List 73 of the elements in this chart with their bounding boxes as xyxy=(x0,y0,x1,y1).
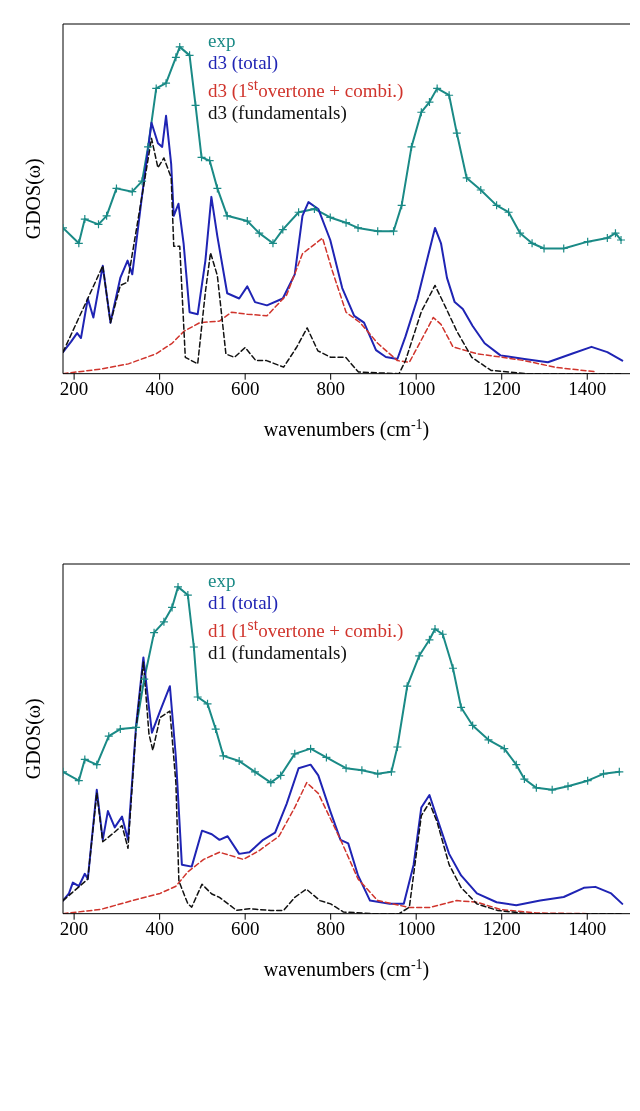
point xyxy=(616,235,626,245)
point xyxy=(175,42,185,52)
point xyxy=(189,642,199,652)
text: d3 (total) xyxy=(208,52,280,74)
text: d1 (fundamentals) xyxy=(208,642,348,665)
point xyxy=(183,590,193,600)
point xyxy=(519,774,529,784)
point xyxy=(159,617,169,627)
point xyxy=(254,228,264,238)
point xyxy=(143,142,153,152)
point xyxy=(211,724,221,734)
point xyxy=(462,173,472,183)
point xyxy=(242,216,252,226)
x-tick-label: 200 xyxy=(59,918,89,940)
y-axis-title: GDOS(ω) xyxy=(22,698,45,780)
point xyxy=(444,90,454,100)
point xyxy=(167,602,177,613)
point xyxy=(137,176,147,186)
point xyxy=(341,218,351,228)
point xyxy=(602,233,612,243)
x-tick-label: 1000 xyxy=(397,918,436,940)
x-tick-label: 200 xyxy=(59,378,89,400)
x-tick-label: 400 xyxy=(145,918,174,940)
point xyxy=(430,624,440,634)
x-tick-label: 600 xyxy=(230,378,260,400)
x-tick-label: 800 xyxy=(316,918,345,940)
text: d1 (1$^{st}$overtone + combi.) xyxy=(208,615,404,643)
x-axis-title: wavenumbers (cm$^{-1}$) xyxy=(263,416,430,441)
point xyxy=(527,238,537,248)
point xyxy=(115,724,125,734)
point xyxy=(149,628,159,638)
x-tick-label: 600 xyxy=(230,918,260,940)
point xyxy=(610,228,621,238)
point xyxy=(392,742,402,752)
x-tick-label: 1400 xyxy=(568,918,607,940)
point xyxy=(452,128,462,138)
x-tick-label: 1400 xyxy=(568,378,607,400)
point xyxy=(353,223,363,233)
x-tick-label: 1200 xyxy=(482,378,521,400)
point xyxy=(531,783,541,793)
point xyxy=(406,142,417,152)
point xyxy=(515,228,525,238)
x-tick-label: 1000 xyxy=(397,378,436,400)
point xyxy=(131,722,141,732)
point xyxy=(234,756,244,766)
x-tick-label: 400 xyxy=(145,378,174,400)
point xyxy=(357,765,367,775)
point xyxy=(202,699,213,709)
point xyxy=(171,52,181,62)
text: d3 (1$^{st}$overtone + combi.) xyxy=(208,75,404,103)
text: d1 (total) xyxy=(208,592,280,614)
text: d3 (fundamentals) xyxy=(208,102,348,125)
point xyxy=(290,749,300,759)
point xyxy=(173,582,183,592)
point xyxy=(80,214,90,224)
x-axis-title: wavenumbers (cm$^{-1}$) xyxy=(263,956,430,981)
x-tick-label: 800 xyxy=(316,378,345,400)
point xyxy=(424,97,435,107)
point xyxy=(139,674,149,684)
point xyxy=(448,663,458,673)
point xyxy=(456,702,466,713)
point xyxy=(476,185,486,195)
point xyxy=(268,238,278,248)
y-axis-title: GDOS(ω) xyxy=(22,158,45,240)
point xyxy=(309,204,320,214)
point xyxy=(341,763,351,773)
series-label: exp xyxy=(208,570,237,592)
point xyxy=(250,767,260,777)
point xyxy=(193,692,203,702)
point xyxy=(563,781,573,791)
x-tick-label: 1200 xyxy=(482,918,521,940)
series-label: exp xyxy=(208,30,237,52)
point xyxy=(161,78,171,88)
